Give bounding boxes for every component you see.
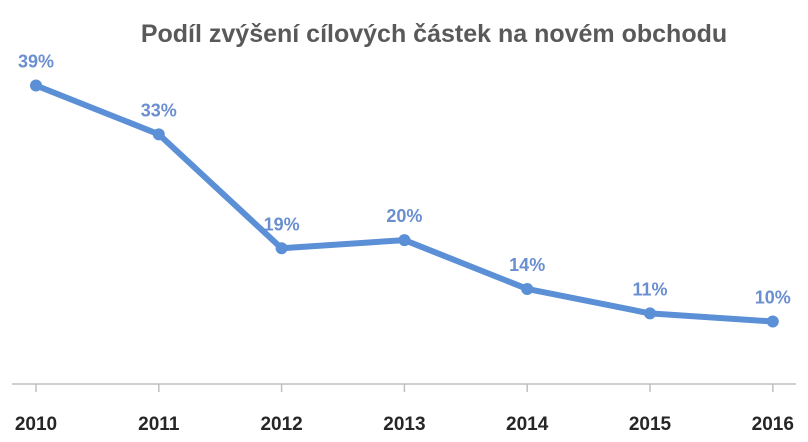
data-point (152, 128, 165, 141)
x-axis-ticks (35, 384, 774, 392)
x-tick-label: 2010 (15, 414, 57, 435)
data-points (30, 79, 779, 328)
data-label: 20% (386, 206, 422, 226)
data-point (644, 307, 656, 320)
data-point (275, 242, 288, 255)
data-point (398, 234, 411, 247)
x-axis-tick-labels: 2010 2011 2012 2013 2014 2015 2016 (15, 414, 794, 435)
data-label: 10% (755, 288, 791, 308)
x-tick-label: 2016 (752, 414, 794, 435)
data-label: 19% (264, 214, 300, 234)
x-tick-label: 2011 (138, 414, 180, 435)
data-point (30, 79, 42, 92)
x-tick-label: 2013 (383, 414, 425, 435)
x-tick-label: 2012 (260, 414, 302, 435)
x-tick-label: 2015 (629, 414, 672, 435)
data-label: 39% (18, 52, 54, 72)
chart-title: Podíl zvýšení cílových částek na novém o… (141, 20, 727, 48)
x-tick-label: 2014 (506, 414, 549, 435)
data-labels: 39% 33% 19% 20% 14% 11% 10% (18, 52, 791, 308)
data-label: 33% (141, 100, 177, 120)
data-point (521, 282, 534, 295)
data-label: 14% (509, 255, 545, 275)
data-point (766, 315, 779, 328)
data-label: 11% (632, 279, 667, 299)
